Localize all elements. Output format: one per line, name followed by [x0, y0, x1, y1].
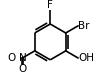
Text: N: N	[19, 53, 26, 63]
Text: F: F	[47, 0, 53, 10]
Text: OH: OH	[78, 53, 94, 63]
Text: O: O	[8, 53, 16, 63]
Text: O: O	[18, 64, 27, 74]
Text: Br: Br	[78, 21, 90, 31]
